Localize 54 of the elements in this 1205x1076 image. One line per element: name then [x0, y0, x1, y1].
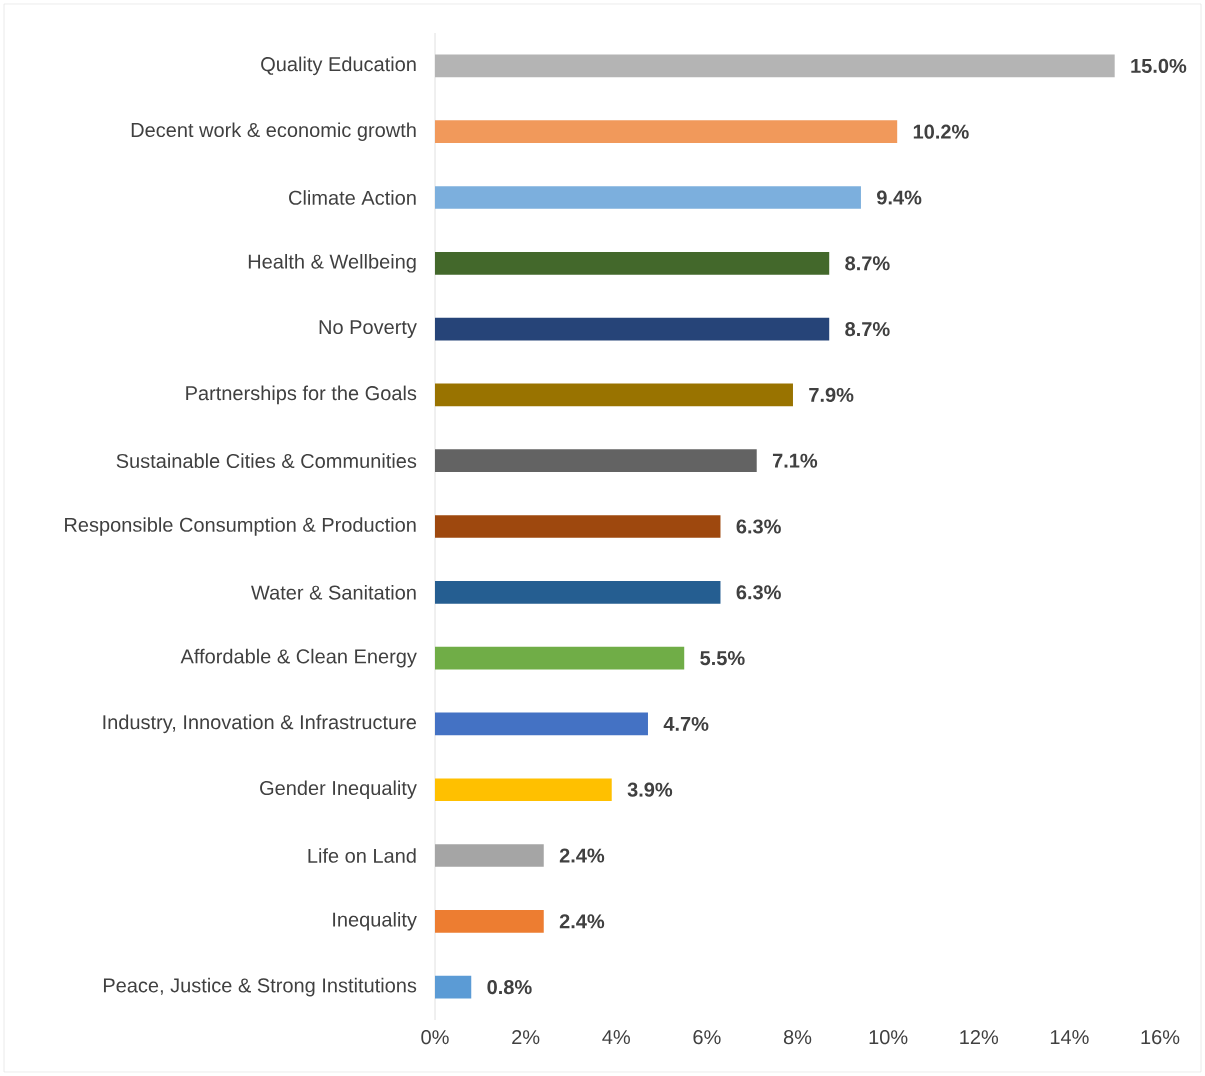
x-tick-label: 12% — [960, 1030, 999, 1045]
y-tick-label: Partnerships for the Goals — [186, 385, 417, 405]
x-tick-label: 4% — [602, 1030, 630, 1045]
y-tick-label: Quality Education — [261, 56, 416, 76]
data-label: 8.7% — [845, 322, 890, 337]
y-tick-label: Water & Sanitation — [251, 584, 416, 600]
bar — [435, 515, 721, 538]
bar — [435, 844, 544, 867]
data-label: 0.8% — [487, 980, 532, 995]
bar — [435, 120, 898, 144]
data-label: 6.3% — [736, 585, 781, 600]
data-label: 10.2% — [913, 124, 969, 139]
bar — [435, 712, 648, 736]
y-tick-label: Health & Wellbeing — [248, 253, 416, 273]
y-tick-label: Decent work & economic growth — [131, 122, 416, 142]
y-tick-label: Life on Land — [308, 848, 416, 863]
data-label: 2.4% — [559, 914, 605, 929]
bar — [435, 186, 861, 209]
x-tick-label: 14% — [1050, 1030, 1089, 1045]
data-label: 7.9% — [809, 387, 854, 402]
y-tick-label: Affordable & Clean Energy — [180, 648, 417, 668]
bar — [435, 383, 793, 407]
data-label: 5.5% — [700, 651, 745, 666]
y-tick-label: Inequality — [333, 911, 417, 931]
x-tick-label: 0% — [421, 1030, 449, 1045]
y-tick-label: Industry, Innovation & Infrastructure — [103, 714, 417, 734]
bar — [435, 251, 830, 275]
bar — [435, 975, 472, 999]
bar — [435, 909, 544, 933]
y-tick-label: Sustainable Cities & Communities — [116, 453, 417, 469]
x-tick-label: 16% — [1141, 1030, 1180, 1045]
y-tick-label: Gender Inequality — [260, 780, 417, 800]
data-label: 15.0% — [1131, 58, 1187, 73]
data-label: 8.7% — [845, 256, 890, 271]
x-tick-label: 6% — [693, 1030, 721, 1045]
y-tick-label: Responsible Consumption & Production — [65, 517, 416, 536]
data-label: 7.1% — [772, 453, 818, 468]
y-tick-label: No Poverty — [319, 320, 417, 339]
data-label: 6.3% — [736, 519, 781, 534]
bar — [435, 646, 685, 670]
x-tick-label: 2% — [512, 1030, 540, 1045]
y-tick-label: Peace, Justice & Strong Institutions — [103, 977, 417, 997]
bar — [435, 449, 757, 473]
data-label: 9.4% — [877, 190, 922, 205]
x-tick-label: 8% — [783, 1030, 812, 1045]
data-label: 4.7% — [663, 716, 709, 731]
bar — [435, 317, 830, 341]
bar — [435, 778, 612, 802]
x-tick-label: 10% — [869, 1030, 908, 1045]
bar — [435, 54, 1115, 78]
bar — [435, 580, 721, 604]
y-tick-label: Climate Action — [289, 190, 416, 205]
data-label: 3.9% — [627, 782, 673, 797]
data-label: 2.4% — [559, 848, 605, 863]
